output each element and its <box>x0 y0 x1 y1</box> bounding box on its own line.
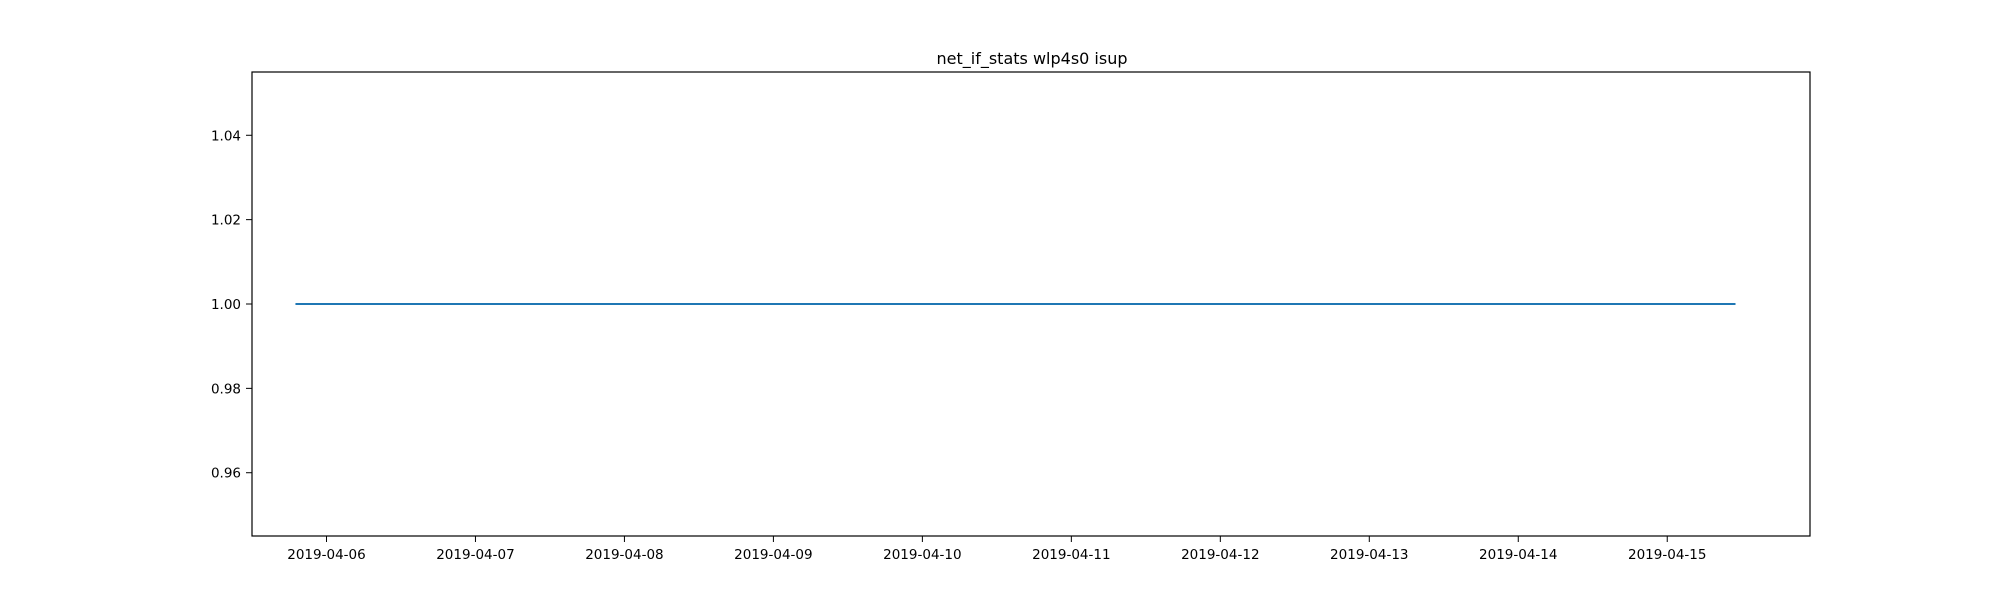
x-tick-label: 2019-04-08 <box>585 547 663 563</box>
y-axis: 0.96 0.98 1.00 1.02 1.04 <box>211 128 252 482</box>
x-tick-label: 2019-04-09 <box>734 547 812 563</box>
y-tick-label: 1.04 <box>211 128 241 144</box>
y-tick-label: 1.02 <box>211 213 241 229</box>
y-tick-label: 0.98 <box>211 381 241 397</box>
x-tick-label: 2019-04-14 <box>1479 547 1557 563</box>
chart-title: net_if_stats wlp4s0 isup <box>937 49 1128 69</box>
x-tick-label: 2019-04-07 <box>436 547 514 563</box>
x-tick-label: 2019-04-12 <box>1181 547 1259 563</box>
y-tick-label: 1.00 <box>211 297 241 313</box>
x-tick-label: 2019-04-15 <box>1628 547 1706 563</box>
x-axis: 2019-04-06 2019-04-07 2019-04-08 2019-04-09… <box>287 536 1706 563</box>
x-tick-label: 2019-04-11 <box>1032 547 1110 563</box>
y-tick-label: 0.96 <box>211 466 241 482</box>
x-tick-label: 2019-04-10 <box>883 547 961 563</box>
x-tick-label: 2019-04-06 <box>287 547 365 563</box>
x-tick-label: 2019-04-13 <box>1330 547 1408 563</box>
